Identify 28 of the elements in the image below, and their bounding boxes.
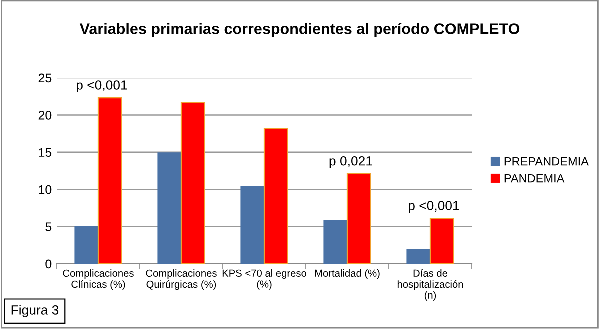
bar bbox=[240, 186, 266, 264]
annotation: p 0,021 bbox=[330, 156, 372, 168]
annotation: p <0,001 bbox=[408, 201, 460, 214]
legend-label: PANDEMIA bbox=[504, 174, 565, 183]
y-tick-label: 15 bbox=[39, 148, 52, 158]
bar bbox=[74, 226, 100, 264]
y-tick-label: 5 bbox=[46, 222, 52, 232]
bar bbox=[406, 249, 432, 264]
x-tick-label: Complicaciones Quirúrgicas (%) bbox=[146, 270, 217, 290]
bar bbox=[180, 102, 206, 264]
chart-title: Variables primarias correspondientes al período COMPLETO bbox=[80, 23, 520, 38]
bar bbox=[346, 173, 372, 264]
y-tick-label: 10 bbox=[39, 185, 52, 194]
x-tick-label: Complicaciones Clínicas (%) bbox=[63, 270, 134, 290]
text: Figura 3 bbox=[12, 305, 59, 318]
y-tick-label: 20 bbox=[38, 111, 52, 120]
bar bbox=[324, 220, 348, 264]
bar bbox=[430, 218, 454, 264]
x-tick-label: KPS <70 al egreso (%) bbox=[222, 270, 306, 290]
bar bbox=[264, 128, 288, 264]
x-tick-label: Días de hospitalización (n) bbox=[398, 269, 464, 301]
legend-label: PREPANDEMIA bbox=[504, 157, 589, 166]
bar bbox=[98, 98, 122, 264]
annotation: p <0,001 bbox=[76, 80, 128, 93]
y-tick-label: 25 bbox=[38, 74, 52, 83]
x-tick-label: Mortalidad (%) bbox=[315, 270, 380, 279]
y-tick-label: 0 bbox=[46, 260, 52, 269]
bar bbox=[158, 152, 182, 264]
